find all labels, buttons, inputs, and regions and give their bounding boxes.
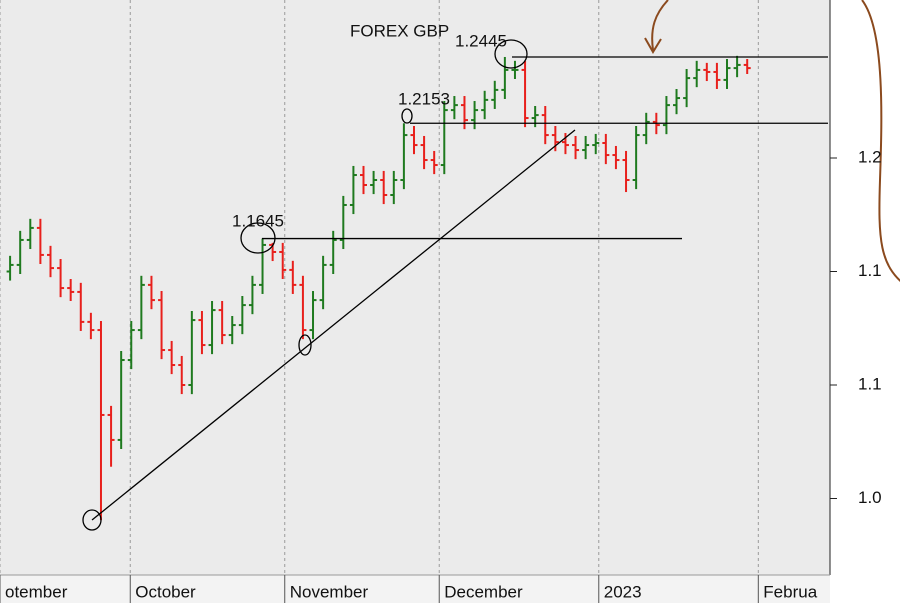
plot-background	[0, 0, 830, 575]
hand-arrow-head	[644, 37, 662, 54]
x-tick-label: otember	[5, 582, 68, 601]
circle	[298, 334, 312, 356]
bars	[6, 55, 751, 521]
trend-line	[91, 129, 576, 521]
x-axis-strip	[0, 575, 830, 603]
x-tick-label: December	[444, 582, 523, 601]
hand-bracket	[861, 0, 900, 282]
x-tick-label: Februa	[763, 582, 817, 601]
hand-arrow	[651, 0, 669, 51]
y-tick-label: 1.2	[858, 147, 882, 166]
level-label: 1.1645	[232, 211, 284, 230]
y-tick-label: 1.1	[858, 374, 882, 393]
level-label: 1.2445	[455, 31, 507, 50]
circle	[401, 108, 413, 124]
grid	[0, 0, 837, 603]
chart-title: FOREX GBP	[350, 21, 449, 40]
y-tick-label: 1.0	[858, 488, 882, 507]
drawings	[82, 0, 900, 531]
circle	[82, 509, 102, 531]
circle	[494, 39, 528, 69]
x-tick-label: 2023	[604, 582, 642, 601]
y-tick-label: 1.1	[858, 261, 882, 280]
level-label: 1.2153	[398, 89, 450, 108]
x-tick-label: October	[135, 582, 196, 601]
x-tick-label: November	[290, 582, 369, 601]
